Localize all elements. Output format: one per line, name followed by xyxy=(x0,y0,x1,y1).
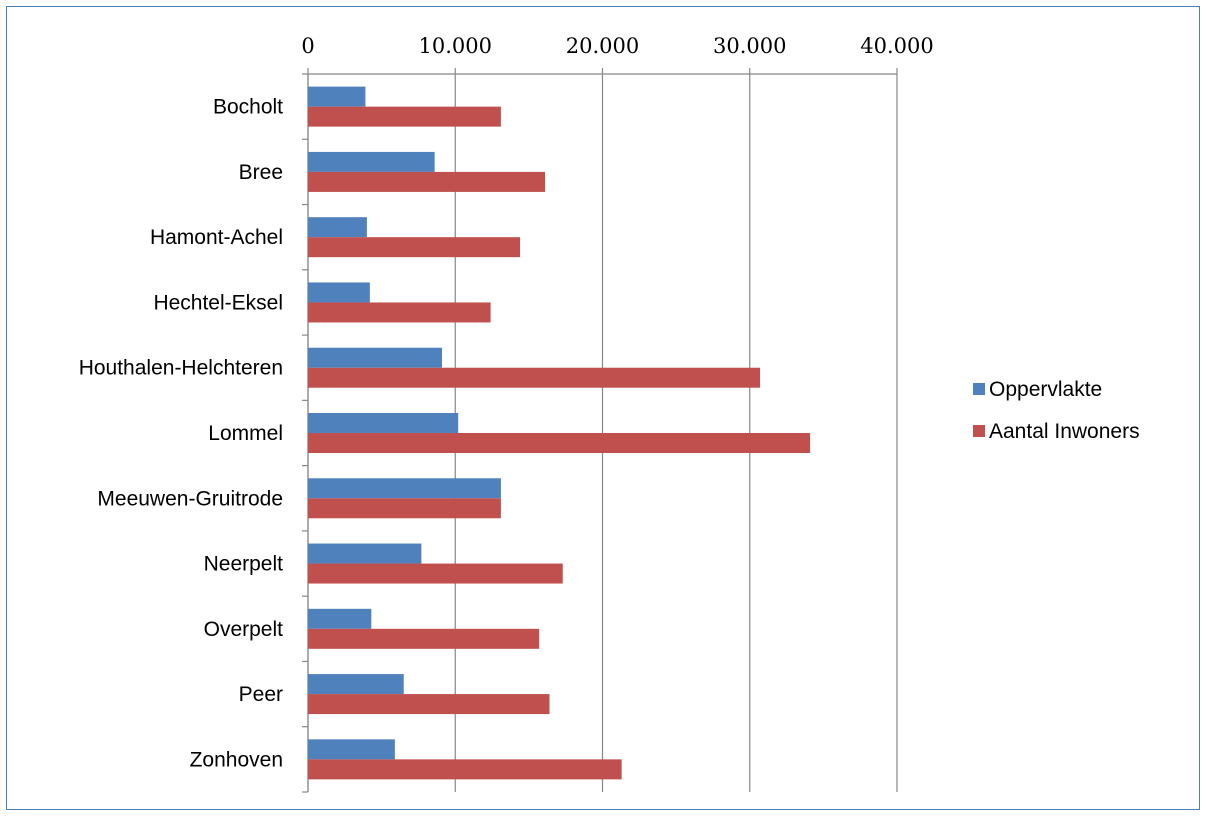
bar-chart: 0 10.000 20.000 30.000 40.000 Bocholt Bree Hamo… xyxy=(79,34,1140,793)
bar-oppervlakte xyxy=(308,543,422,564)
category-label: Neerpelt xyxy=(204,553,284,576)
category-label: Lommel xyxy=(208,422,283,445)
bar-oppervlakte xyxy=(308,347,442,368)
bar-aantal-inwoners xyxy=(308,628,540,649)
x-tick-label: 20.000 xyxy=(566,34,639,58)
x-tick-label: 40.000 xyxy=(860,34,933,58)
bar-oppervlakte xyxy=(308,217,367,238)
bar-oppervlakte xyxy=(308,151,435,172)
category-label: Overpelt xyxy=(204,618,284,641)
category-label: Hamont-Achel xyxy=(150,226,283,249)
bar-aantal-inwoners xyxy=(308,694,550,715)
legend-swatch xyxy=(973,383,985,395)
bar-aantal-inwoners xyxy=(308,563,563,584)
category-label: Bocholt xyxy=(213,96,283,119)
bar-aantal-inwoners xyxy=(308,433,811,453)
category-label: Zonhoven xyxy=(190,748,283,771)
legend-label: Oppervlakte xyxy=(989,378,1102,401)
x-tick-label: 30.000 xyxy=(713,34,786,58)
bar-aantal-inwoners xyxy=(308,237,521,258)
bar-oppervlakte xyxy=(308,86,366,107)
legend-label: Aantal Inwoners xyxy=(989,420,1140,443)
bar-aantal-inwoners xyxy=(308,302,491,323)
category-label: Meeuwen-Gruitrode xyxy=(97,487,283,510)
bar-oppervlakte xyxy=(308,739,395,760)
bar-oppervlakte xyxy=(308,413,459,433)
bar-oppervlakte xyxy=(308,674,404,695)
category-label: Peer xyxy=(239,683,283,706)
category-label: Houthalen-Helchteren xyxy=(79,357,283,380)
bar-oppervlakte xyxy=(308,282,370,303)
bar-oppervlakte xyxy=(308,608,372,629)
bar-oppervlakte xyxy=(308,478,501,499)
bar-aantal-inwoners xyxy=(308,367,761,388)
category-label: Bree xyxy=(239,161,283,184)
bar-aantal-inwoners xyxy=(308,106,501,127)
bar-aantal-inwoners xyxy=(308,759,622,780)
category-label: Hechtel-Eksel xyxy=(153,291,283,314)
x-tick-label: 0 xyxy=(301,34,314,58)
x-tick-label: 10.000 xyxy=(419,34,492,58)
chart-frame: 0 10.000 20.000 30.000 40.000 Bocholt Bree Hamo… xyxy=(6,6,1200,810)
bar-aantal-inwoners xyxy=(308,498,501,519)
legend-swatch xyxy=(973,425,985,437)
bar-aantal-inwoners xyxy=(308,171,546,192)
